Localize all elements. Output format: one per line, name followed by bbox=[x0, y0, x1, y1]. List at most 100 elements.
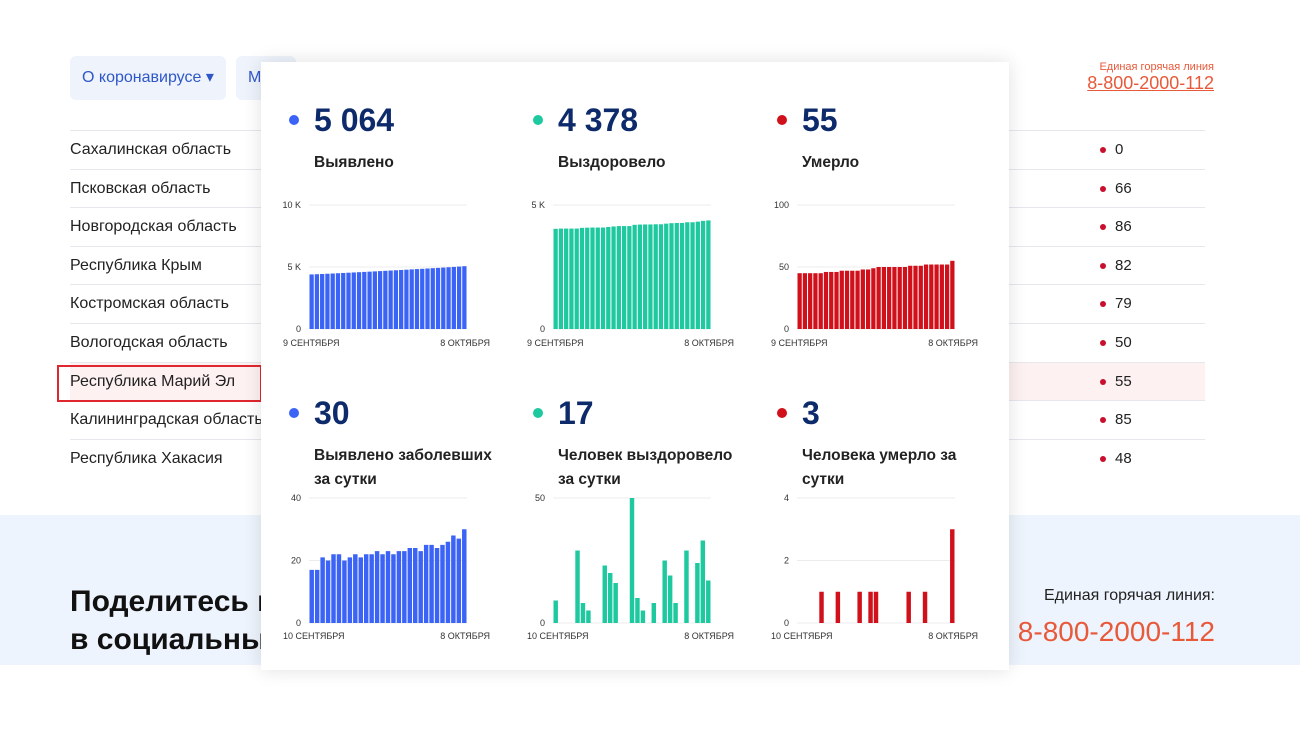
x-tick-label: 10 СЕНТЯБРЯ bbox=[283, 631, 345, 641]
bar bbox=[377, 271, 383, 329]
bar bbox=[674, 222, 679, 329]
bar bbox=[664, 223, 669, 329]
bar bbox=[684, 550, 689, 623]
region-name[interactable]: Вологодская область bbox=[70, 334, 228, 351]
region-name[interactable]: Псковская область bbox=[70, 179, 211, 197]
region-name[interactable]: Новгородская область bbox=[70, 218, 237, 236]
bar bbox=[929, 264, 934, 329]
y-tick-label: 40 bbox=[291, 493, 301, 503]
y-tick-label: 5 K bbox=[531, 200, 545, 210]
bar bbox=[414, 269, 420, 329]
bar bbox=[575, 550, 580, 623]
y-tick-label: 0 bbox=[784, 324, 789, 334]
x-tick-label: 8 ОКТЯБРЯ bbox=[440, 338, 490, 348]
x-tick-label: 9 СЕНТЯБРЯ bbox=[527, 338, 584, 348]
bar bbox=[844, 270, 850, 329]
bar bbox=[309, 569, 314, 623]
bar bbox=[658, 224, 664, 329]
bar bbox=[374, 551, 380, 623]
legend-dot bbox=[533, 408, 543, 418]
bar bbox=[423, 544, 429, 623]
bar bbox=[913, 265, 918, 329]
bar bbox=[860, 269, 865, 329]
region-name[interactable]: Калининградская область bbox=[70, 411, 263, 429]
bar bbox=[351, 272, 356, 329]
bar bbox=[402, 551, 407, 623]
stat-label: Человека умерло за сутки bbox=[802, 447, 957, 488]
x-tick-label: 8 ОКТЯБРЯ bbox=[684, 338, 734, 348]
bar bbox=[445, 541, 451, 623]
bar bbox=[918, 265, 923, 329]
region-name[interactable]: Сахалинская область bbox=[70, 141, 232, 158]
bar bbox=[627, 226, 632, 329]
region-name[interactable]: Республика Хакасия bbox=[70, 449, 223, 467]
bar bbox=[857, 591, 862, 623]
region-value: 0 bbox=[1115, 141, 1124, 158]
region-name[interactable]: Костромская область bbox=[70, 295, 229, 313]
bar bbox=[407, 548, 413, 623]
bar bbox=[673, 603, 678, 623]
bar bbox=[456, 538, 462, 623]
bar bbox=[358, 557, 363, 623]
bar bbox=[418, 551, 423, 623]
status-dot bbox=[1100, 262, 1106, 269]
bar bbox=[388, 270, 393, 329]
y-tick-label: 10 K bbox=[282, 200, 301, 210]
bar bbox=[434, 548, 440, 623]
region-value: 85 bbox=[1115, 411, 1132, 429]
bar bbox=[819, 591, 824, 623]
bar bbox=[564, 228, 569, 329]
x-tick-label: 10 СЕНТЯБРЯ bbox=[527, 631, 589, 641]
y-tick-label: 0 bbox=[784, 618, 789, 628]
bar bbox=[595, 227, 600, 329]
status-dot bbox=[1100, 378, 1106, 385]
bar bbox=[446, 267, 451, 329]
y-tick-label: 0 bbox=[540, 324, 545, 334]
bar bbox=[553, 600, 558, 623]
bar bbox=[906, 591, 911, 623]
stat-number: 5 064 bbox=[314, 102, 395, 138]
y-tick-label: 50 bbox=[779, 262, 789, 272]
x-tick-label: 10 СЕНТЯБРЯ bbox=[771, 631, 833, 641]
bar bbox=[922, 591, 928, 623]
stat-number: 17 bbox=[558, 395, 594, 431]
hotline-phone[interactable]: 8-800-2000-112 bbox=[1017, 616, 1215, 647]
bar bbox=[456, 266, 462, 329]
legend-dot bbox=[289, 115, 299, 125]
hotline-label: Единая горячая линия bbox=[1099, 61, 1214, 73]
bar bbox=[353, 554, 358, 623]
y-tick-label: 20 bbox=[291, 556, 301, 566]
bar bbox=[850, 270, 855, 329]
bar bbox=[336, 554, 342, 623]
bar bbox=[871, 268, 876, 329]
status-dot bbox=[1100, 417, 1106, 424]
stat-label: Выявлено bbox=[314, 154, 394, 171]
bar bbox=[640, 610, 646, 623]
hotline-phone[interactable]: 8-800-2000-112 bbox=[1087, 73, 1214, 93]
bar bbox=[320, 274, 325, 329]
bar bbox=[600, 227, 606, 329]
bar bbox=[813, 273, 818, 329]
region-name[interactable]: Республика Марий Эл bbox=[70, 372, 236, 390]
bar bbox=[892, 267, 897, 329]
selection-box bbox=[57, 365, 262, 402]
bar bbox=[586, 610, 591, 623]
y-tick-label: 5 K bbox=[287, 262, 301, 272]
bar bbox=[808, 273, 813, 329]
bar bbox=[934, 264, 939, 329]
bar bbox=[818, 273, 823, 329]
bar bbox=[908, 265, 913, 329]
bar bbox=[367, 271, 372, 329]
bar bbox=[579, 227, 585, 329]
bar bbox=[685, 222, 690, 329]
bar bbox=[585, 227, 590, 329]
bar bbox=[700, 540, 706, 623]
region-name[interactable]: Республика Крым bbox=[70, 256, 202, 274]
bar bbox=[413, 548, 418, 623]
stat-number: 3 bbox=[802, 395, 820, 431]
nav-button[interactable]: О коронавирусе ▾ bbox=[70, 56, 226, 100]
bar bbox=[420, 268, 425, 329]
legend-dot bbox=[777, 115, 787, 125]
stat-number: 4 378 bbox=[558, 102, 639, 138]
bar bbox=[462, 529, 467, 623]
